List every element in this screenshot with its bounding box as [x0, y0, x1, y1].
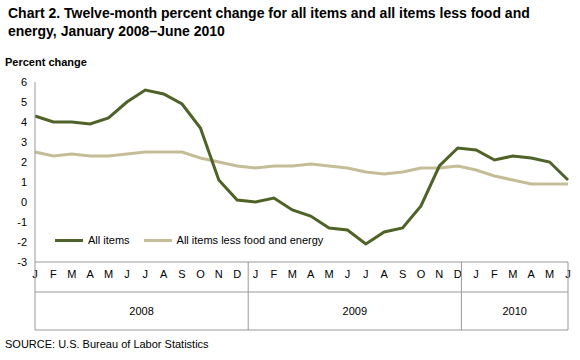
svg-text:M: M — [104, 268, 113, 280]
svg-text:J: J — [124, 268, 130, 280]
svg-text:3: 3 — [21, 136, 27, 148]
svg-text:D: D — [454, 268, 462, 280]
svg-text:J: J — [32, 267, 38, 280]
html-text:All items less food and energy: All items less food and energy — [176, 234, 324, 246]
svg-text:J: J — [363, 268, 369, 280]
svg-text:1: 1 — [21, 176, 27, 188]
svg-text:O: O — [196, 268, 205, 280]
svg-text:5: 5 — [21, 96, 27, 108]
svg-text:J: J — [565, 267, 571, 280]
svg-text:D: D — [233, 268, 241, 280]
svg-text:J: J — [253, 268, 259, 280]
svg-text:O: O — [417, 268, 426, 280]
svg-text:M: M — [508, 268, 517, 280]
svg-text:F: F — [491, 268, 498, 280]
svg-text:N: N — [435, 268, 443, 280]
svg-text:0: 0 — [21, 196, 27, 208]
svg-text:A: A — [160, 268, 168, 280]
svg-text:M: M — [288, 268, 297, 280]
svg-text:2009: 2009 — [343, 305, 367, 317]
html-text:Percent change: Percent change — [5, 56, 87, 68]
svg-text:S: S — [178, 268, 185, 280]
svg-text:F: F — [271, 268, 278, 280]
svg-text:-2: -2 — [17, 236, 27, 248]
html-text:Chart 2. Twelve-month percent: Chart 2. Twelve-month percent change for… — [8, 5, 530, 39]
svg-text:A: A — [307, 268, 315, 280]
svg-text:M: M — [545, 268, 554, 280]
svg-text:2008: 2008 — [129, 305, 153, 317]
svg-text:A: A — [381, 268, 389, 280]
svg-text:4: 4 — [21, 116, 27, 128]
svg-text:S: S — [399, 268, 406, 280]
svg-text:6: 6 — [21, 76, 27, 88]
svg-text:M: M — [324, 268, 333, 280]
svg-text:A: A — [528, 268, 536, 280]
svg-text:F: F — [50, 268, 57, 280]
svg-text:-3: -3 — [17, 256, 27, 268]
svg-text:J: J — [143, 268, 149, 280]
svg-text:-1: -1 — [17, 216, 27, 228]
html-text:All items: All items — [88, 234, 130, 246]
svg-text:M: M — [67, 268, 76, 280]
html-text:SOURCE: U.S. Bureau of Labor S: SOURCE: U.S. Bureau of Labor Statistics — [5, 338, 209, 350]
svg-text:N: N — [215, 268, 223, 280]
svg-text:2: 2 — [21, 156, 27, 168]
svg-text:A: A — [86, 268, 94, 280]
svg-text:J: J — [473, 268, 479, 280]
svg-text:J: J — [345, 268, 351, 280]
svg-text:2010: 2010 — [502, 305, 526, 317]
